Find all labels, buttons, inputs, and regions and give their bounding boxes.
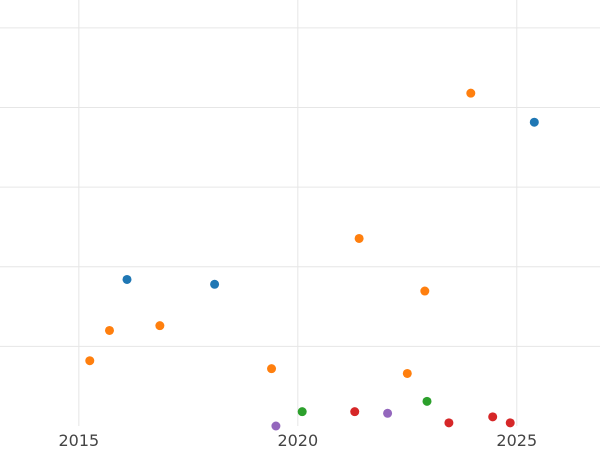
data-point xyxy=(122,274,132,284)
data-point xyxy=(422,396,432,406)
data-point xyxy=(354,233,364,243)
data-point xyxy=(402,368,412,378)
x-axis-tick-labels: 2015 2020 2025 xyxy=(58,431,537,450)
data-point xyxy=(505,418,515,428)
data-point xyxy=(420,286,430,296)
data-points xyxy=(85,88,539,431)
x-tick-label: 2015 xyxy=(58,431,99,450)
vertical-gridlines xyxy=(78,0,518,426)
data-point xyxy=(350,407,360,417)
data-point xyxy=(155,321,165,331)
data-point xyxy=(271,421,281,431)
data-point xyxy=(210,279,220,289)
data-point xyxy=(529,117,539,127)
data-point xyxy=(383,408,393,418)
data-point xyxy=(488,412,498,422)
data-point xyxy=(297,407,307,417)
x-tick-label: 2020 xyxy=(277,431,318,450)
data-point xyxy=(267,364,277,374)
data-point xyxy=(85,356,95,366)
data-point xyxy=(444,418,454,428)
horizontal-gridlines xyxy=(0,27,600,347)
x-tick-label: 2025 xyxy=(496,431,537,450)
data-point xyxy=(466,88,476,98)
data-point xyxy=(104,325,114,335)
